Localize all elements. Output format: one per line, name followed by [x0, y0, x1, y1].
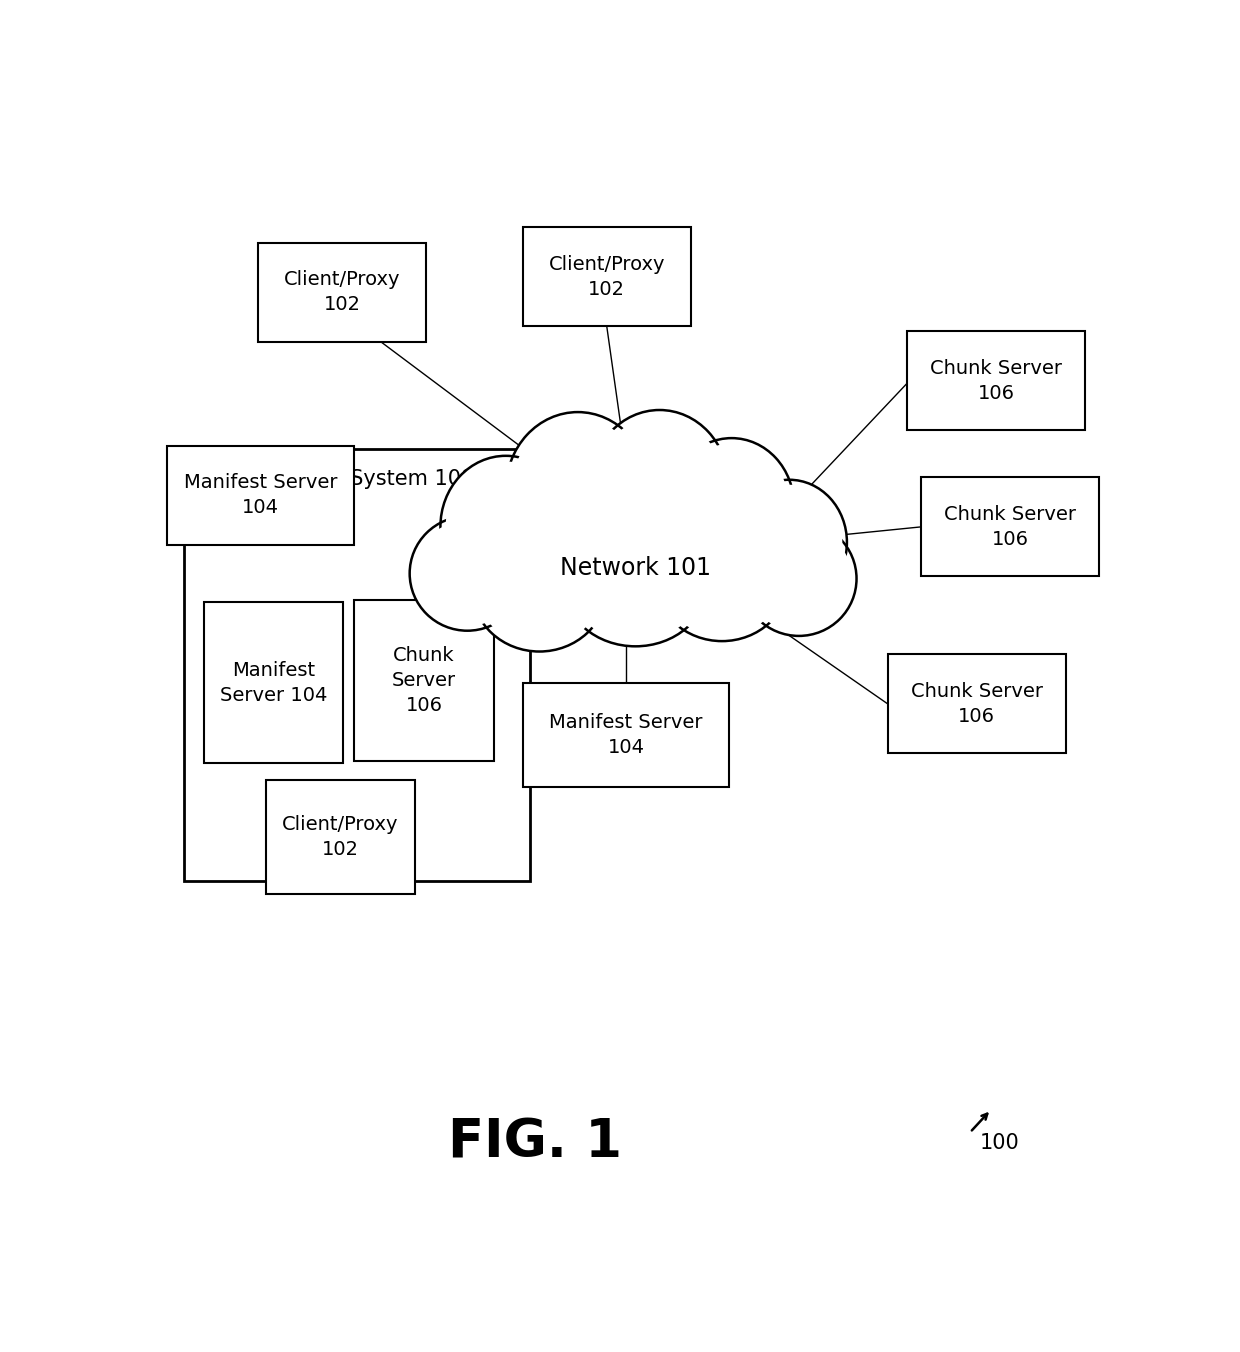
Ellipse shape: [655, 516, 789, 641]
Text: Network 101: Network 101: [560, 556, 711, 580]
Text: Manifest Server
104: Manifest Server 104: [549, 713, 703, 757]
Text: Client/Proxy
102: Client/Proxy 102: [284, 270, 401, 315]
Bar: [167, 446, 355, 545]
Ellipse shape: [563, 522, 708, 646]
Text: Client/Proxy
102: Client/Proxy 102: [548, 254, 665, 299]
Ellipse shape: [596, 416, 723, 554]
Text: Client/Proxy
102: Client/Proxy 102: [283, 815, 399, 859]
Text: Chunk
Server
106: Chunk Server 106: [392, 646, 456, 715]
Text: FIG. 1: FIG. 1: [448, 1117, 621, 1169]
Bar: [355, 600, 494, 761]
Bar: [888, 654, 1065, 753]
Ellipse shape: [414, 521, 521, 626]
Text: Chunk Server
106: Chunk Server 106: [945, 504, 1076, 549]
Ellipse shape: [670, 438, 794, 573]
Text: Chunk Server
106: Chunk Server 106: [930, 358, 1061, 403]
Bar: [203, 602, 343, 764]
Bar: [522, 227, 691, 326]
Ellipse shape: [732, 480, 847, 604]
Ellipse shape: [445, 461, 565, 592]
Ellipse shape: [737, 485, 842, 600]
Bar: [267, 780, 415, 894]
Bar: [921, 477, 1099, 576]
Ellipse shape: [569, 526, 702, 641]
Text: Computer System 108: Computer System 108: [239, 469, 474, 489]
Bar: [184, 449, 529, 880]
Bar: [906, 331, 1085, 430]
Ellipse shape: [660, 521, 784, 637]
Ellipse shape: [590, 410, 729, 560]
Ellipse shape: [742, 522, 857, 635]
Text: Manifest
Server 104: Manifest Server 104: [219, 661, 327, 704]
Ellipse shape: [440, 456, 572, 598]
Ellipse shape: [512, 418, 644, 562]
Bar: [522, 683, 729, 787]
Text: Manifest Server
104: Manifest Server 104: [184, 473, 337, 518]
Ellipse shape: [477, 531, 601, 646]
Ellipse shape: [409, 516, 525, 630]
Text: Chunk Server
106: Chunk Server 106: [910, 681, 1043, 726]
Ellipse shape: [675, 443, 789, 568]
Text: 100: 100: [980, 1133, 1019, 1153]
Ellipse shape: [472, 527, 606, 652]
Ellipse shape: [506, 412, 650, 568]
Ellipse shape: [745, 526, 852, 631]
Bar: [258, 243, 427, 342]
